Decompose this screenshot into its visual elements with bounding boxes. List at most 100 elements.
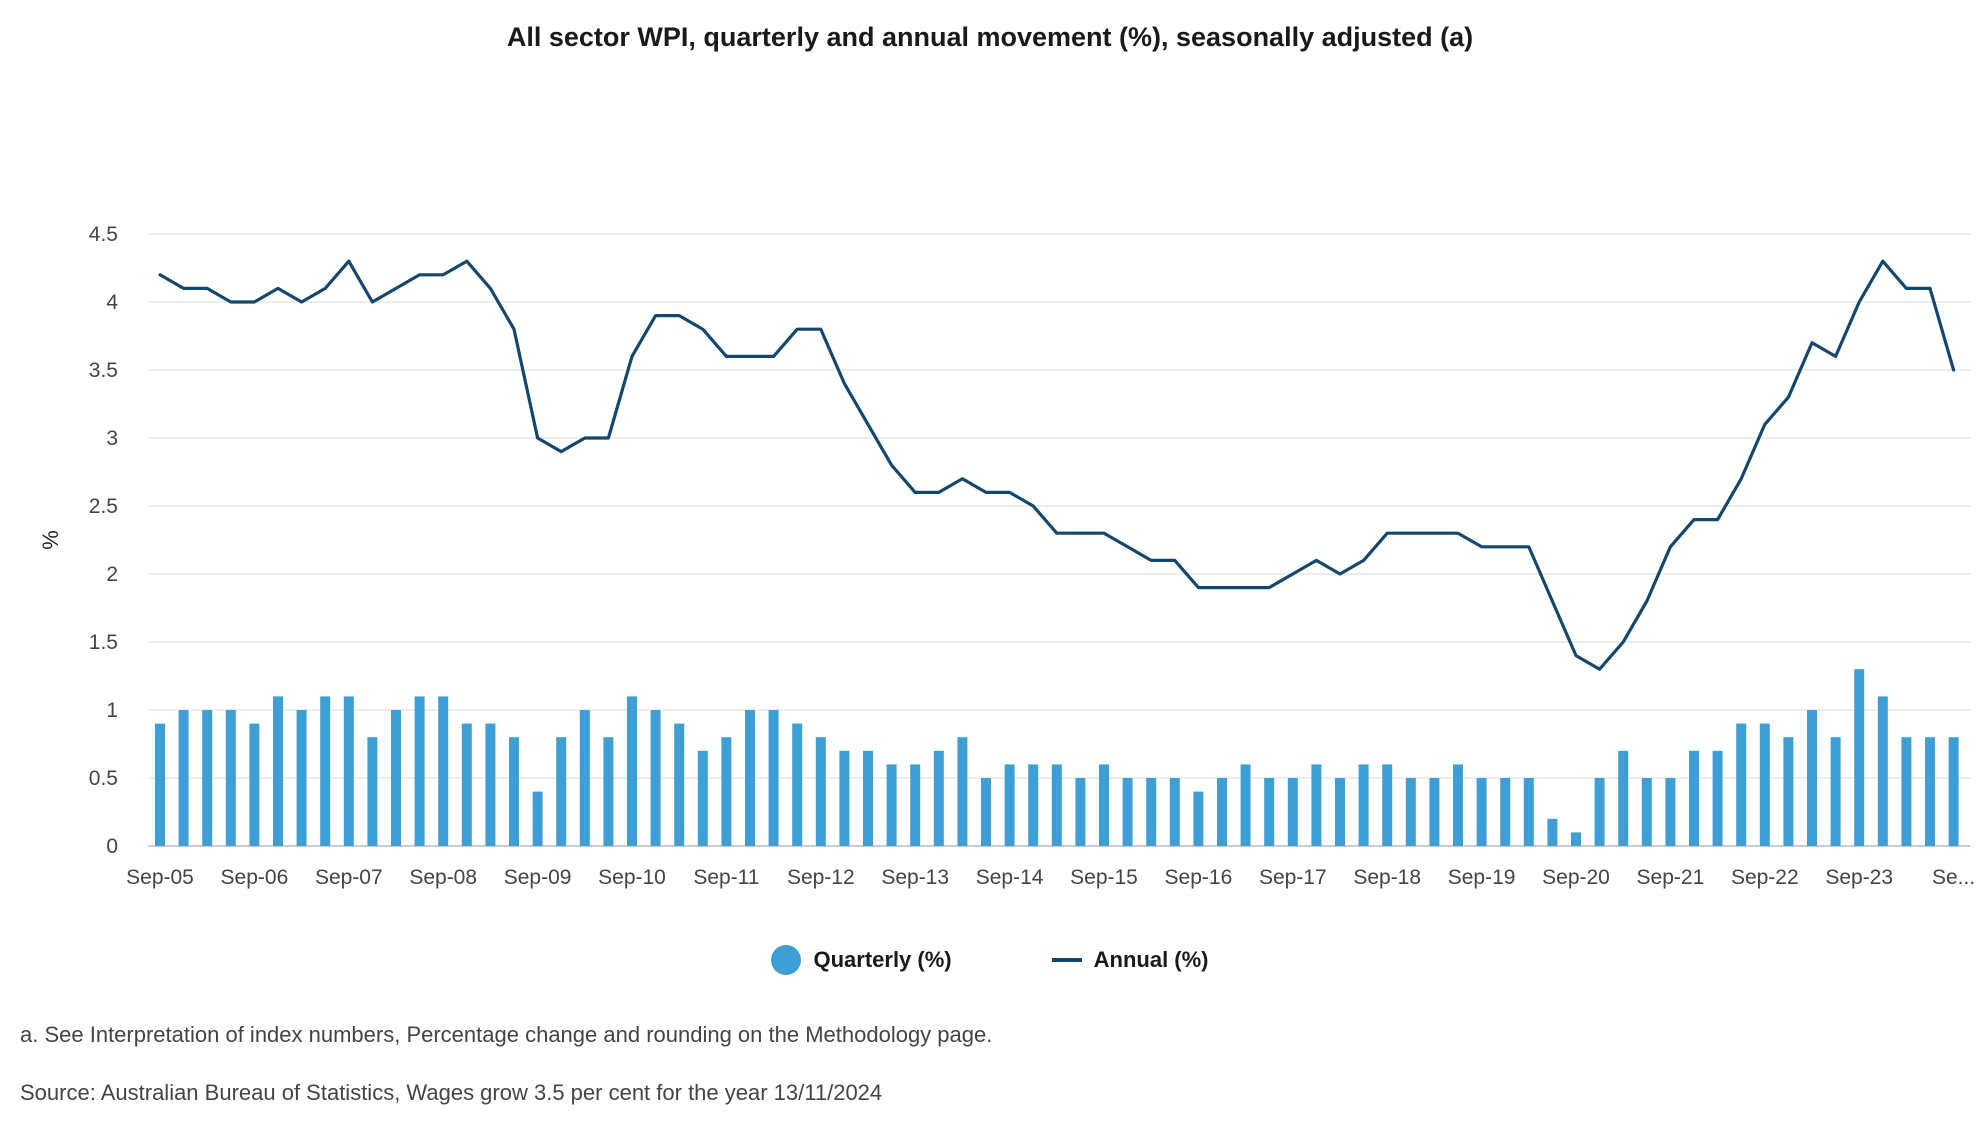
quarterly-bar[interactable] [981,778,991,846]
y-tick-label: 2 [106,563,118,586]
quarterly-bar[interactable] [1854,669,1865,846]
quarterly-bar[interactable] [296,710,307,846]
quarterly-bar[interactable] [556,737,567,846]
quarterly-bar[interactable] [1877,696,1888,846]
quarterly-bar[interactable] [603,737,614,846]
quarterly-bar[interactable] [1382,764,1393,846]
quarterly-bar[interactable] [579,710,590,846]
quarterly-bar[interactable] [1665,778,1676,846]
quarterly-bar[interactable] [910,764,921,846]
legend-item-annual[interactable]: Annual (%) [1051,947,1209,973]
quarterly-bar[interactable] [792,723,803,846]
quarterly-bar[interactable] [721,737,732,846]
quarterly-bar[interactable] [627,696,637,846]
quarterly-bar[interactable] [1712,750,1723,846]
annual-series-line[interactable] [158,259,1956,671]
quarterly-bar[interactable] [1547,818,1558,846]
quarterly-bar[interactable] [532,791,543,846]
quarterly-bar[interactable] [414,696,425,846]
quarterly-bar[interactable] [1689,750,1699,846]
quarterly-bar[interactable] [391,710,401,846]
quarterly-bar[interactable] [1618,750,1629,846]
quarterly-bar[interactable] [178,710,189,846]
quarterly-bar[interactable] [1736,723,1747,846]
quarterly-bar[interactable] [1500,778,1511,846]
y-tick-label: 1.5 [89,631,118,654]
y-tick-label: 0.5 [89,767,118,790]
quarterly-bar[interactable] [1453,764,1463,846]
quarterly-bar[interactable] [1264,778,1275,846]
quarterly-bar[interactable] [273,696,283,846]
legend-item-quarterly[interactable]: Quarterly (%) [771,945,952,975]
quarterly-bar[interactable] [1217,778,1227,846]
quarterly-bar[interactable] [1925,737,1935,846]
quarterly-bar[interactable] [1641,778,1652,846]
legend: Quarterly (%) Annual (%) [0,945,1980,975]
x-tick-label: Sep-18 [1353,866,1421,889]
quarterly-bar[interactable] [367,737,378,846]
quarterly-bar[interactable] [1075,778,1086,846]
quarterly-bar[interactable] [1523,778,1534,846]
quarterly-bar[interactable] [1193,791,1204,846]
quarterly-bar[interactable] [1169,778,1180,846]
quarterly-bar[interactable] [1405,778,1416,846]
quarterly-bar[interactable] [509,737,519,846]
y-tick-label: 2.5 [89,495,118,518]
legend-line-icon [1051,958,1082,962]
x-tick-label: Sep-06 [221,866,289,889]
quarterly-bar[interactable] [1028,764,1039,846]
quarterly-bar[interactable] [1311,764,1322,846]
quarterly-bar[interactable] [839,750,850,846]
x-tick-label: Sep-10 [598,866,666,889]
quarterly-bar[interactable] [461,723,472,846]
quarterly-bar[interactable] [202,710,213,846]
quarterly-bars [155,669,1959,846]
quarterly-bar[interactable] [485,723,496,846]
quarterly-bar[interactable] [1287,778,1298,846]
quarterly-bar[interactable] [650,710,661,846]
quarterly-bar[interactable] [1571,832,1581,846]
quarterly-bar[interactable] [1240,764,1251,846]
y-tick-label: 0 [106,835,118,858]
quarterly-bar[interactable] [674,723,685,846]
quarterly-bar[interactable] [1901,737,1912,846]
quarterly-bar[interactable] [155,723,165,846]
quarterly-bar[interactable] [1594,778,1605,846]
quarterly-bar[interactable] [863,750,873,846]
quarterly-bar[interactable] [1146,778,1157,846]
quarterly-bar[interactable] [1476,778,1487,846]
quarterly-bar[interactable] [745,710,755,846]
y-tick-label: 4.5 [89,223,118,246]
quarterly-bar[interactable] [249,723,260,846]
quarterly-bar[interactable] [697,750,708,846]
quarterly-bar[interactable] [768,710,779,846]
quarterly-bar[interactable] [1358,764,1369,846]
x-tick-label: Sep-20 [1542,866,1610,889]
quarterly-bar[interactable] [886,764,897,846]
quarterly-bar[interactable] [1948,737,1959,846]
quarterly-bar[interactable] [1807,710,1817,846]
quarterly-bar[interactable] [1335,778,1345,846]
quarterly-bar[interactable] [1783,737,1794,846]
quarterly-bar[interactable] [438,696,449,846]
quarterly-bar[interactable] [320,696,331,846]
x-tick-label: Sep-13 [881,866,949,889]
quarterly-bar[interactable] [1759,723,1770,846]
quarterly-bar[interactable] [1099,764,1109,846]
x-tick-label: Sep-23 [1825,866,1893,889]
quarterly-bar[interactable] [1004,764,1015,846]
legend-label-annual: Annual (%) [1093,947,1209,972]
quarterly-bar[interactable] [1122,778,1133,846]
quarterly-bar[interactable] [343,696,354,846]
quarterly-bar[interactable] [225,710,236,846]
quarterly-bar[interactable] [815,737,826,846]
legend-label-quarterly: Quarterly (%) [813,947,952,972]
quarterly-bar[interactable] [1429,778,1440,846]
x-tick-label: Sep-08 [409,866,477,889]
quarterly-bar[interactable] [933,750,944,846]
quarterly-bar[interactable] [1051,764,1062,846]
quarterly-bar[interactable] [1830,737,1841,846]
quarterly-bar[interactable] [957,737,968,846]
x-tick-label: Sep-12 [787,866,855,889]
